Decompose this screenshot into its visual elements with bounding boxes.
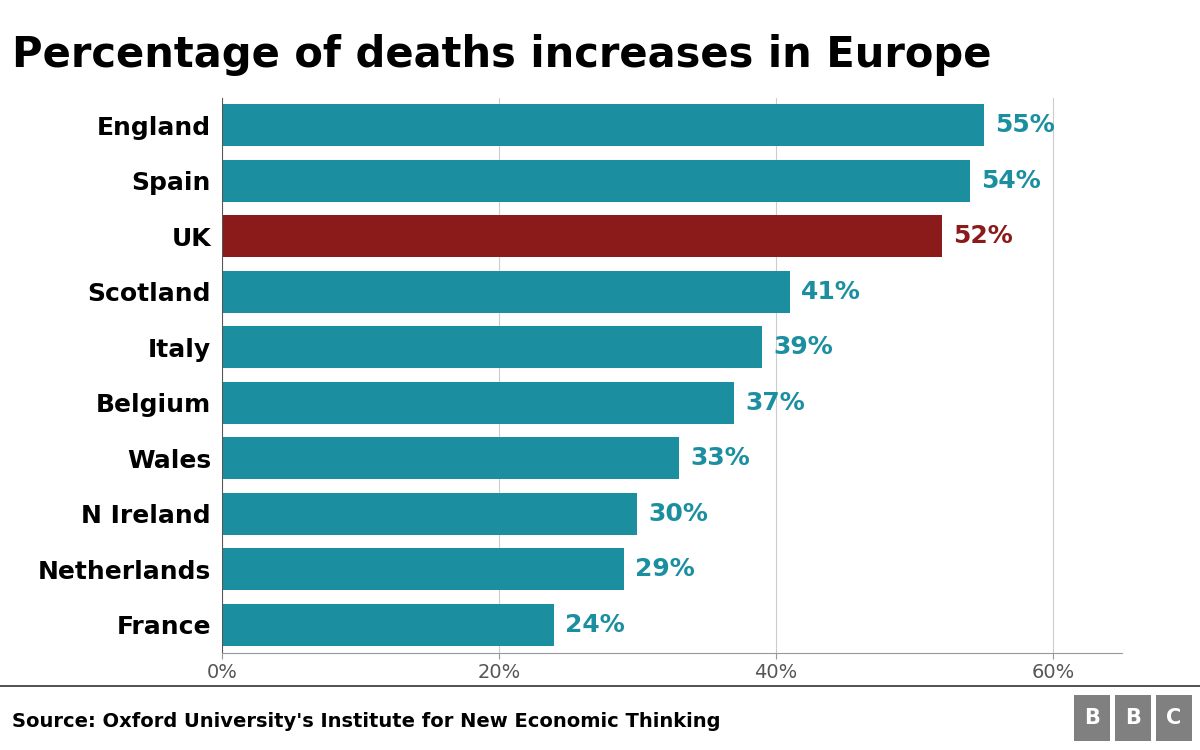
Text: 24%: 24% [565,613,625,637]
Text: 33%: 33% [690,446,750,470]
Text: 37%: 37% [745,391,805,415]
Bar [222,271,790,313]
Text: 29%: 29% [635,557,695,581]
Text: 54%: 54% [980,169,1040,193]
Text: Percentage of deaths increases in Europe: Percentage of deaths increases in Europe [12,34,991,76]
Text: B: B [1084,708,1100,728]
Bar [222,104,984,146]
Text: 39%: 39% [773,335,833,359]
Text: B: B [1124,708,1141,728]
Bar [222,382,734,424]
Text: 30%: 30% [648,502,708,526]
Text: C: C [1166,708,1181,728]
Bar [222,437,679,479]
Bar [222,326,762,368]
FancyBboxPatch shape [1156,695,1192,741]
FancyBboxPatch shape [1074,695,1110,741]
FancyBboxPatch shape [1115,695,1151,741]
Text: 41%: 41% [800,280,860,304]
Bar [222,604,554,646]
Bar [222,548,624,590]
Text: Source: Oxford University's Institute for New Economic Thinking: Source: Oxford University's Institute fo… [12,712,720,730]
Bar [222,160,970,202]
Bar [222,215,942,257]
Bar [222,493,637,535]
Text: 55%: 55% [995,113,1055,137]
Text: 52%: 52% [953,224,1013,248]
